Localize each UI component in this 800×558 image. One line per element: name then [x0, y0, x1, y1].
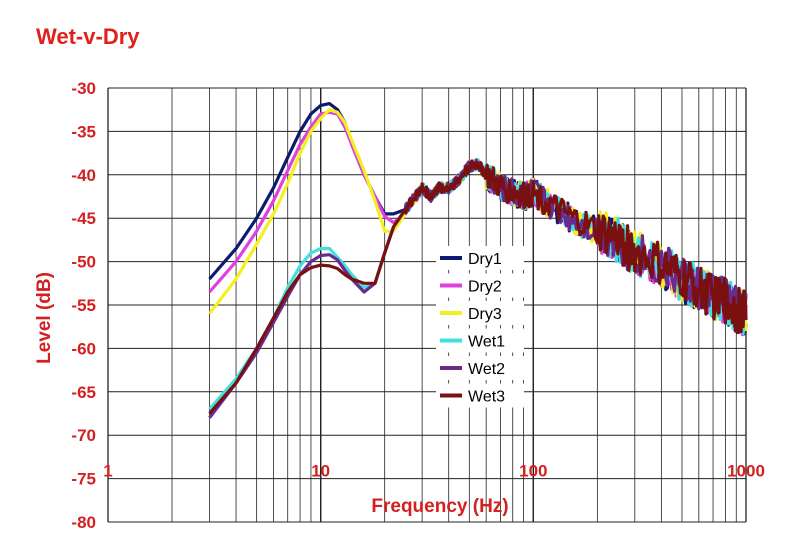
series-line-wet3: [208, 159, 748, 415]
x-tick-label: 10: [311, 461, 330, 480]
grid: [107, 87, 747, 523]
legend-label: Dry2: [468, 279, 502, 296]
x-tick-label: 1: [103, 461, 112, 480]
series-line-dry3: [208, 108, 748, 332]
y-tick-label: -50: [71, 253, 96, 272]
y-tick-label: -35: [71, 122, 96, 141]
y-tick-label: -55: [71, 296, 96, 315]
y-tick-labels: -30 -35 -40 -45 -50 -55 -60 -65 -70 -75 -80: [71, 79, 96, 532]
legend-label: Dry1: [468, 251, 502, 268]
y-tick-label: -30: [71, 79, 96, 98]
y-tick-label: -75: [71, 470, 96, 489]
y-axis-label: Level (dB): [34, 272, 55, 364]
legend: Dry1 Dry2 Dry3 Wet1 Wet2 Wet3: [436, 246, 524, 408]
y-tick-label: -40: [71, 166, 96, 185]
series-lines: [208, 102, 748, 419]
legend-label: Wet1: [468, 334, 505, 351]
x-tick-labels: 1 10 100 1000: [103, 461, 765, 480]
series-line-dry1: [208, 102, 748, 336]
legend-label: Wet2: [468, 361, 505, 378]
y-tick-label: -45: [71, 209, 96, 228]
legend-label: Wet3: [468, 389, 505, 406]
chart-title: Wet-v-Dry: [36, 24, 140, 49]
y-tick-label: -65: [71, 383, 96, 402]
x-tick-label: 100: [519, 461, 547, 480]
x-axis-label: Frequency (Hz): [371, 496, 508, 517]
legend-label: Dry3: [468, 306, 502, 323]
y-tick-label: -80: [71, 513, 96, 532]
x-tick-label: 1000: [727, 461, 765, 480]
y-tick-label: -70: [71, 426, 96, 445]
y-tick-label: -60: [71, 339, 96, 358]
